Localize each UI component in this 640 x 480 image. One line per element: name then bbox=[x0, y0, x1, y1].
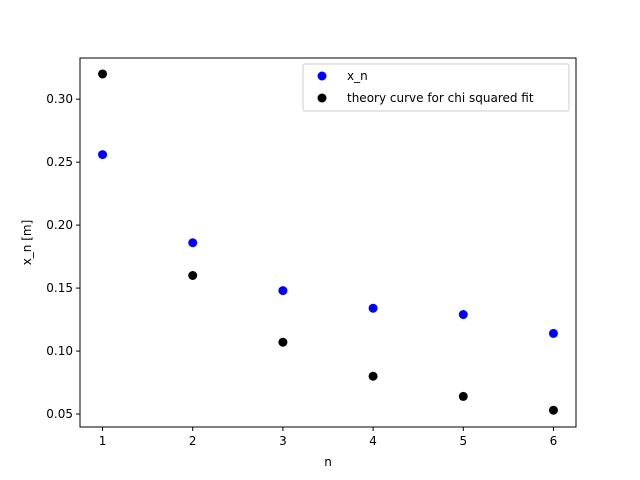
legend-box bbox=[302, 63, 570, 112]
xn-point bbox=[368, 303, 378, 313]
x-tick-label: 5 bbox=[459, 434, 467, 448]
y-tick-label: 0.05 bbox=[46, 407, 73, 421]
data-points bbox=[98, 69, 558, 415]
y-tick-label: 0.20 bbox=[46, 218, 73, 232]
theory-point bbox=[278, 337, 288, 347]
theory-point bbox=[188, 270, 198, 280]
y-tick-label: 0.15 bbox=[46, 281, 73, 295]
y-tick-label: 0.25 bbox=[46, 155, 73, 169]
x-tick-label: 1 bbox=[99, 434, 107, 448]
y-axis-ticks: 0.05 0.10 0.15 0.20 0.25 0.30 bbox=[46, 92, 80, 421]
x-tick-label: 4 bbox=[369, 434, 377, 448]
legend-marker bbox=[317, 93, 327, 103]
xn-point bbox=[278, 286, 288, 296]
xn-point bbox=[188, 238, 198, 248]
xn-point bbox=[458, 310, 468, 320]
axes-frame bbox=[79, 57, 577, 428]
x-tick-label: 3 bbox=[279, 434, 287, 448]
legend-label: x_n bbox=[347, 69, 368, 83]
theory-point bbox=[548, 405, 558, 415]
x-axis-label: n bbox=[324, 455, 332, 469]
xn-point bbox=[98, 150, 108, 160]
x-axis-ticks: 1 2 3 4 5 6 bbox=[99, 427, 558, 448]
theory-point bbox=[368, 371, 378, 381]
theory-point bbox=[458, 391, 468, 401]
xn-point bbox=[548, 328, 558, 338]
y-tick-label: 0.10 bbox=[46, 344, 73, 358]
x-tick-label: 2 bbox=[189, 434, 197, 448]
y-axis-label: x_n [m] bbox=[20, 220, 34, 266]
legend-marker bbox=[317, 71, 327, 81]
legend-label: theory curve for chi squared fit bbox=[347, 91, 534, 105]
theory-point bbox=[98, 69, 108, 79]
y-tick-label: 0.30 bbox=[46, 92, 73, 106]
x-tick-label: 6 bbox=[550, 434, 558, 448]
